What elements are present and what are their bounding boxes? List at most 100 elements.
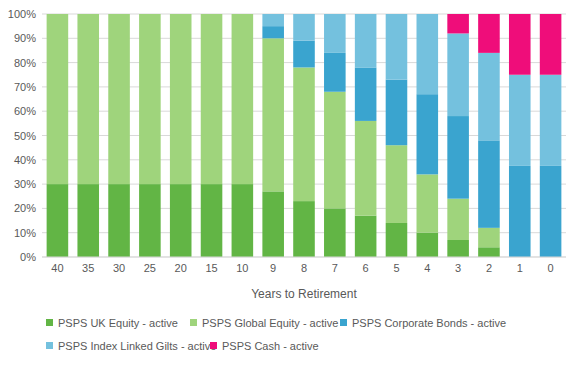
- y-tick-label: 70%: [14, 81, 36, 93]
- bar-segment: [201, 14, 223, 184]
- x-tick-label: 6: [363, 262, 369, 274]
- x-tick-label: 40: [51, 262, 63, 274]
- bar-segment: [170, 184, 192, 257]
- bar-segment: [293, 201, 315, 257]
- bar-segment: [509, 75, 531, 166]
- legend-swatch: [340, 319, 347, 326]
- x-tick-label: 20: [175, 262, 187, 274]
- bar-segment: [355, 14, 377, 67]
- bar-segment: [417, 233, 439, 257]
- legend-swatch: [46, 319, 53, 326]
- bar-segment: [262, 26, 284, 38]
- bar-segment: [262, 191, 284, 257]
- bar-segment: [293, 14, 315, 15]
- bar-segment: [262, 14, 284, 26]
- bar-segment: [324, 92, 346, 209]
- bar-segment: [232, 14, 254, 15]
- bar-segment: [47, 14, 69, 15]
- bar-segment: [540, 166, 562, 257]
- bar-segment: [108, 14, 130, 15]
- bar-segment: [355, 67, 377, 120]
- bar-segment: [201, 184, 223, 257]
- legend: PSPS UK Equity - activePSPS Global Equit…: [46, 317, 506, 352]
- x-tick-label: 4: [424, 262, 430, 274]
- bar-segment: [417, 14, 439, 94]
- legend-label: PSPS UK Equity - active: [58, 317, 178, 329]
- bar-segment: [417, 174, 439, 232]
- bar-segment: [293, 67, 315, 201]
- legend-label: PSPS Corporate Bonds - active: [352, 317, 506, 329]
- bar-segment: [478, 247, 500, 257]
- y-tick-label: 0%: [20, 251, 36, 263]
- bar-segment: [47, 14, 69, 15]
- y-tick-label: 100%: [8, 8, 36, 20]
- x-tick-label: 30: [113, 262, 125, 274]
- bar-segment: [355, 14, 377, 15]
- legend-label: PSPS Index Linked Gilts - active: [58, 340, 216, 352]
- x-axis-line: [42, 257, 566, 258]
- x-tick-label: 15: [205, 262, 217, 274]
- bar-segment: [417, 94, 439, 174]
- bar-segment: [324, 14, 346, 53]
- bar-segment: [139, 14, 161, 15]
- legend-swatch: [190, 319, 197, 326]
- bar-segment: [447, 14, 469, 33]
- y-tick-label: 40%: [14, 154, 36, 166]
- x-tick-label: 2: [486, 262, 492, 274]
- bar-segment: [509, 14, 531, 75]
- bar-segment: [386, 14, 408, 80]
- bar-segment: [139, 14, 161, 15]
- bar-segment: [232, 14, 254, 15]
- bar-segment: [108, 14, 130, 184]
- x-axis-title: Years to Retirement: [251, 287, 357, 301]
- bar-segment: [108, 14, 130, 15]
- bar-segment: [108, 14, 130, 15]
- bar-segment: [170, 14, 192, 184]
- bar-segment: [293, 41, 315, 68]
- bar-segment: [355, 121, 377, 216]
- bar-segment: [170, 14, 192, 15]
- bar-segment: [262, 14, 284, 15]
- x-tick-label: 0: [548, 262, 554, 274]
- grid: [42, 14, 566, 257]
- bar-segment: [478, 228, 500, 247]
- x-tick-label: 25: [144, 262, 156, 274]
- bar-segment: [47, 184, 69, 257]
- chart: 0%10%20%30%40%50%60%70%80%90%100%4035302…: [0, 0, 575, 367]
- x-tick-label: 8: [301, 262, 307, 274]
- bars: [47, 14, 562, 257]
- bar-segment: [478, 53, 500, 140]
- bar-segment: [139, 14, 161, 184]
- legend-swatch: [210, 342, 217, 349]
- y-tick-label: 10%: [14, 227, 36, 239]
- y-tick-label: 90%: [14, 32, 36, 44]
- bar-segment: [478, 140, 500, 227]
- bar-segment: [447, 199, 469, 240]
- bar-segment: [386, 145, 408, 223]
- bar-segment: [139, 14, 161, 15]
- bar-segment: [77, 14, 99, 15]
- bar-segment: [417, 14, 439, 15]
- bar-segment: [77, 14, 99, 184]
- bar-segment: [262, 38, 284, 191]
- bar-segment: [201, 14, 223, 15]
- bar-segment: [170, 14, 192, 15]
- bar-segment: [355, 216, 377, 257]
- x-tick-label: 10: [236, 262, 248, 274]
- x-tick-label: 1: [517, 262, 523, 274]
- bar-segment: [386, 223, 408, 257]
- legend-swatch: [46, 342, 53, 349]
- bar-segment: [77, 14, 99, 15]
- bar-segment: [77, 184, 99, 257]
- bar-segment: [201, 14, 223, 15]
- bar-segment: [77, 14, 99, 15]
- bar-segment: [386, 80, 408, 146]
- bar-segment: [478, 14, 500, 53]
- bar-segment: [47, 14, 69, 15]
- x-tick-label: 3: [455, 262, 461, 274]
- bar-segment: [447, 116, 469, 199]
- y-tick-label: 50%: [14, 130, 36, 142]
- y-tick-label: 80%: [14, 57, 36, 69]
- bar-segment: [170, 14, 192, 15]
- x-tick-label: 7: [332, 262, 338, 274]
